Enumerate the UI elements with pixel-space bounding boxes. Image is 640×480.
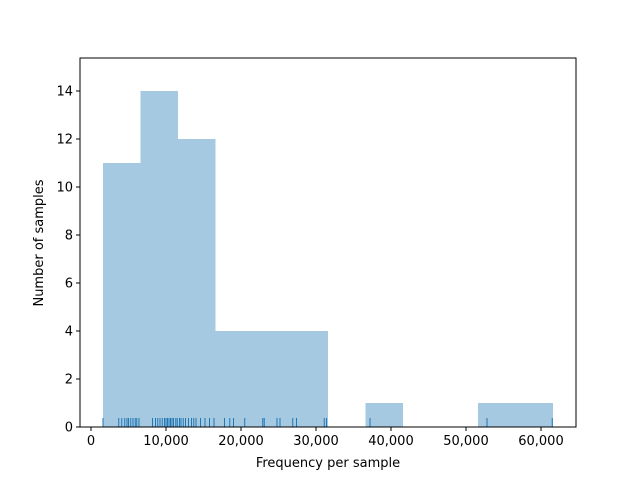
y-tick-label: 4 [65, 325, 73, 340]
x-tick-label: 20,000 [218, 434, 264, 449]
y-tick-label: 12 [56, 133, 73, 148]
bar [290, 331, 328, 427]
bar [515, 403, 553, 427]
bar [365, 403, 403, 427]
plot-frame [79, 57, 577, 428]
bar [103, 163, 141, 427]
bar [215, 331, 254, 427]
y-axis-label: Number of samples [32, 179, 47, 306]
x-tick-label: 40,000 [368, 434, 414, 449]
y-tick-label: 2 [65, 373, 73, 388]
x-tick-label: 60,000 [518, 434, 564, 449]
x-tick-label: 50,000 [443, 434, 489, 449]
y-tick-label: 10 [56, 181, 73, 196]
x-tick-label: 0 [87, 434, 95, 449]
y-tick-label: 0 [65, 421, 73, 436]
bar [178, 139, 216, 427]
y-tick-label: 6 [65, 277, 73, 292]
y-tick-label: 14 [56, 85, 73, 100]
bar [140, 91, 179, 427]
x-tick-label: 10,000 [143, 434, 189, 449]
x-tick-label: 30,000 [293, 434, 339, 449]
bar [253, 331, 291, 427]
y-tick-label: 8 [65, 229, 73, 244]
x-axis-label: Frequency per sample [256, 456, 400, 471]
bar [477, 403, 516, 427]
